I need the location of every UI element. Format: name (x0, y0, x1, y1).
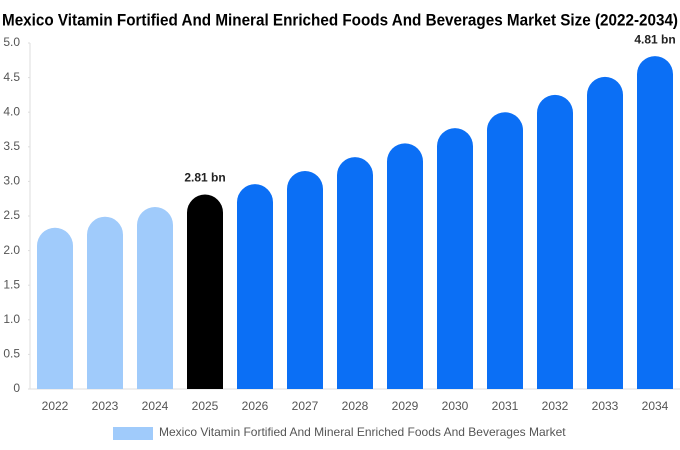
bar (537, 94, 573, 389)
x-tick-label: 2026 (242, 399, 269, 413)
y-tick-label: 3.0 (3, 174, 20, 188)
x-tick-label: 2028 (342, 399, 369, 413)
y-tick-label: 3.5 (3, 139, 20, 153)
x-tick-label: 2032 (542, 399, 569, 413)
bar (337, 157, 373, 389)
y-tick-label: 2.0 (3, 243, 20, 257)
x-tick-label: 2022 (42, 399, 69, 413)
x-tick-label: 2027 (292, 399, 319, 413)
bar (287, 171, 323, 389)
y-tick-label: 4.0 (3, 104, 20, 118)
x-tick-label: 2024 (142, 399, 169, 413)
bar (87, 216, 123, 389)
chart-title: Mexico Vitamin Fortified And Mineral Enr… (2, 10, 678, 29)
bar (137, 207, 173, 389)
y-tick-label: 1.0 (3, 312, 20, 326)
bar (437, 128, 473, 389)
bar (387, 143, 423, 389)
bar (237, 184, 273, 389)
legend-swatch (113, 427, 153, 440)
y-tick-label: 0 (13, 381, 20, 395)
x-tick-label: 2031 (492, 399, 519, 413)
bar (187, 194, 223, 389)
bar (637, 56, 673, 389)
x-tick-label: 2025 (192, 399, 219, 413)
x-tick-label: 2030 (442, 399, 469, 413)
y-tick-label: 4.5 (3, 70, 20, 84)
bar (587, 76, 623, 390)
data-label: 2.81 bn (184, 171, 225, 185)
bar (487, 112, 523, 389)
x-tick-label: 2029 (392, 399, 419, 413)
x-tick-label: 2023 (92, 399, 119, 413)
x-tick-label: 2033 (592, 399, 619, 413)
x-tick-label: 2034 (642, 399, 669, 413)
y-tick-label: 2.5 (3, 208, 20, 222)
y-tick-label: 0.5 (3, 347, 20, 361)
legend-label: Mexico Vitamin Fortified And Mineral Enr… (159, 425, 566, 439)
y-tick-label: 5.0 (3, 35, 20, 49)
data-label: 4.81 bn (634, 32, 675, 46)
y-tick-label: 1.5 (3, 277, 20, 291)
bar (37, 227, 73, 389)
